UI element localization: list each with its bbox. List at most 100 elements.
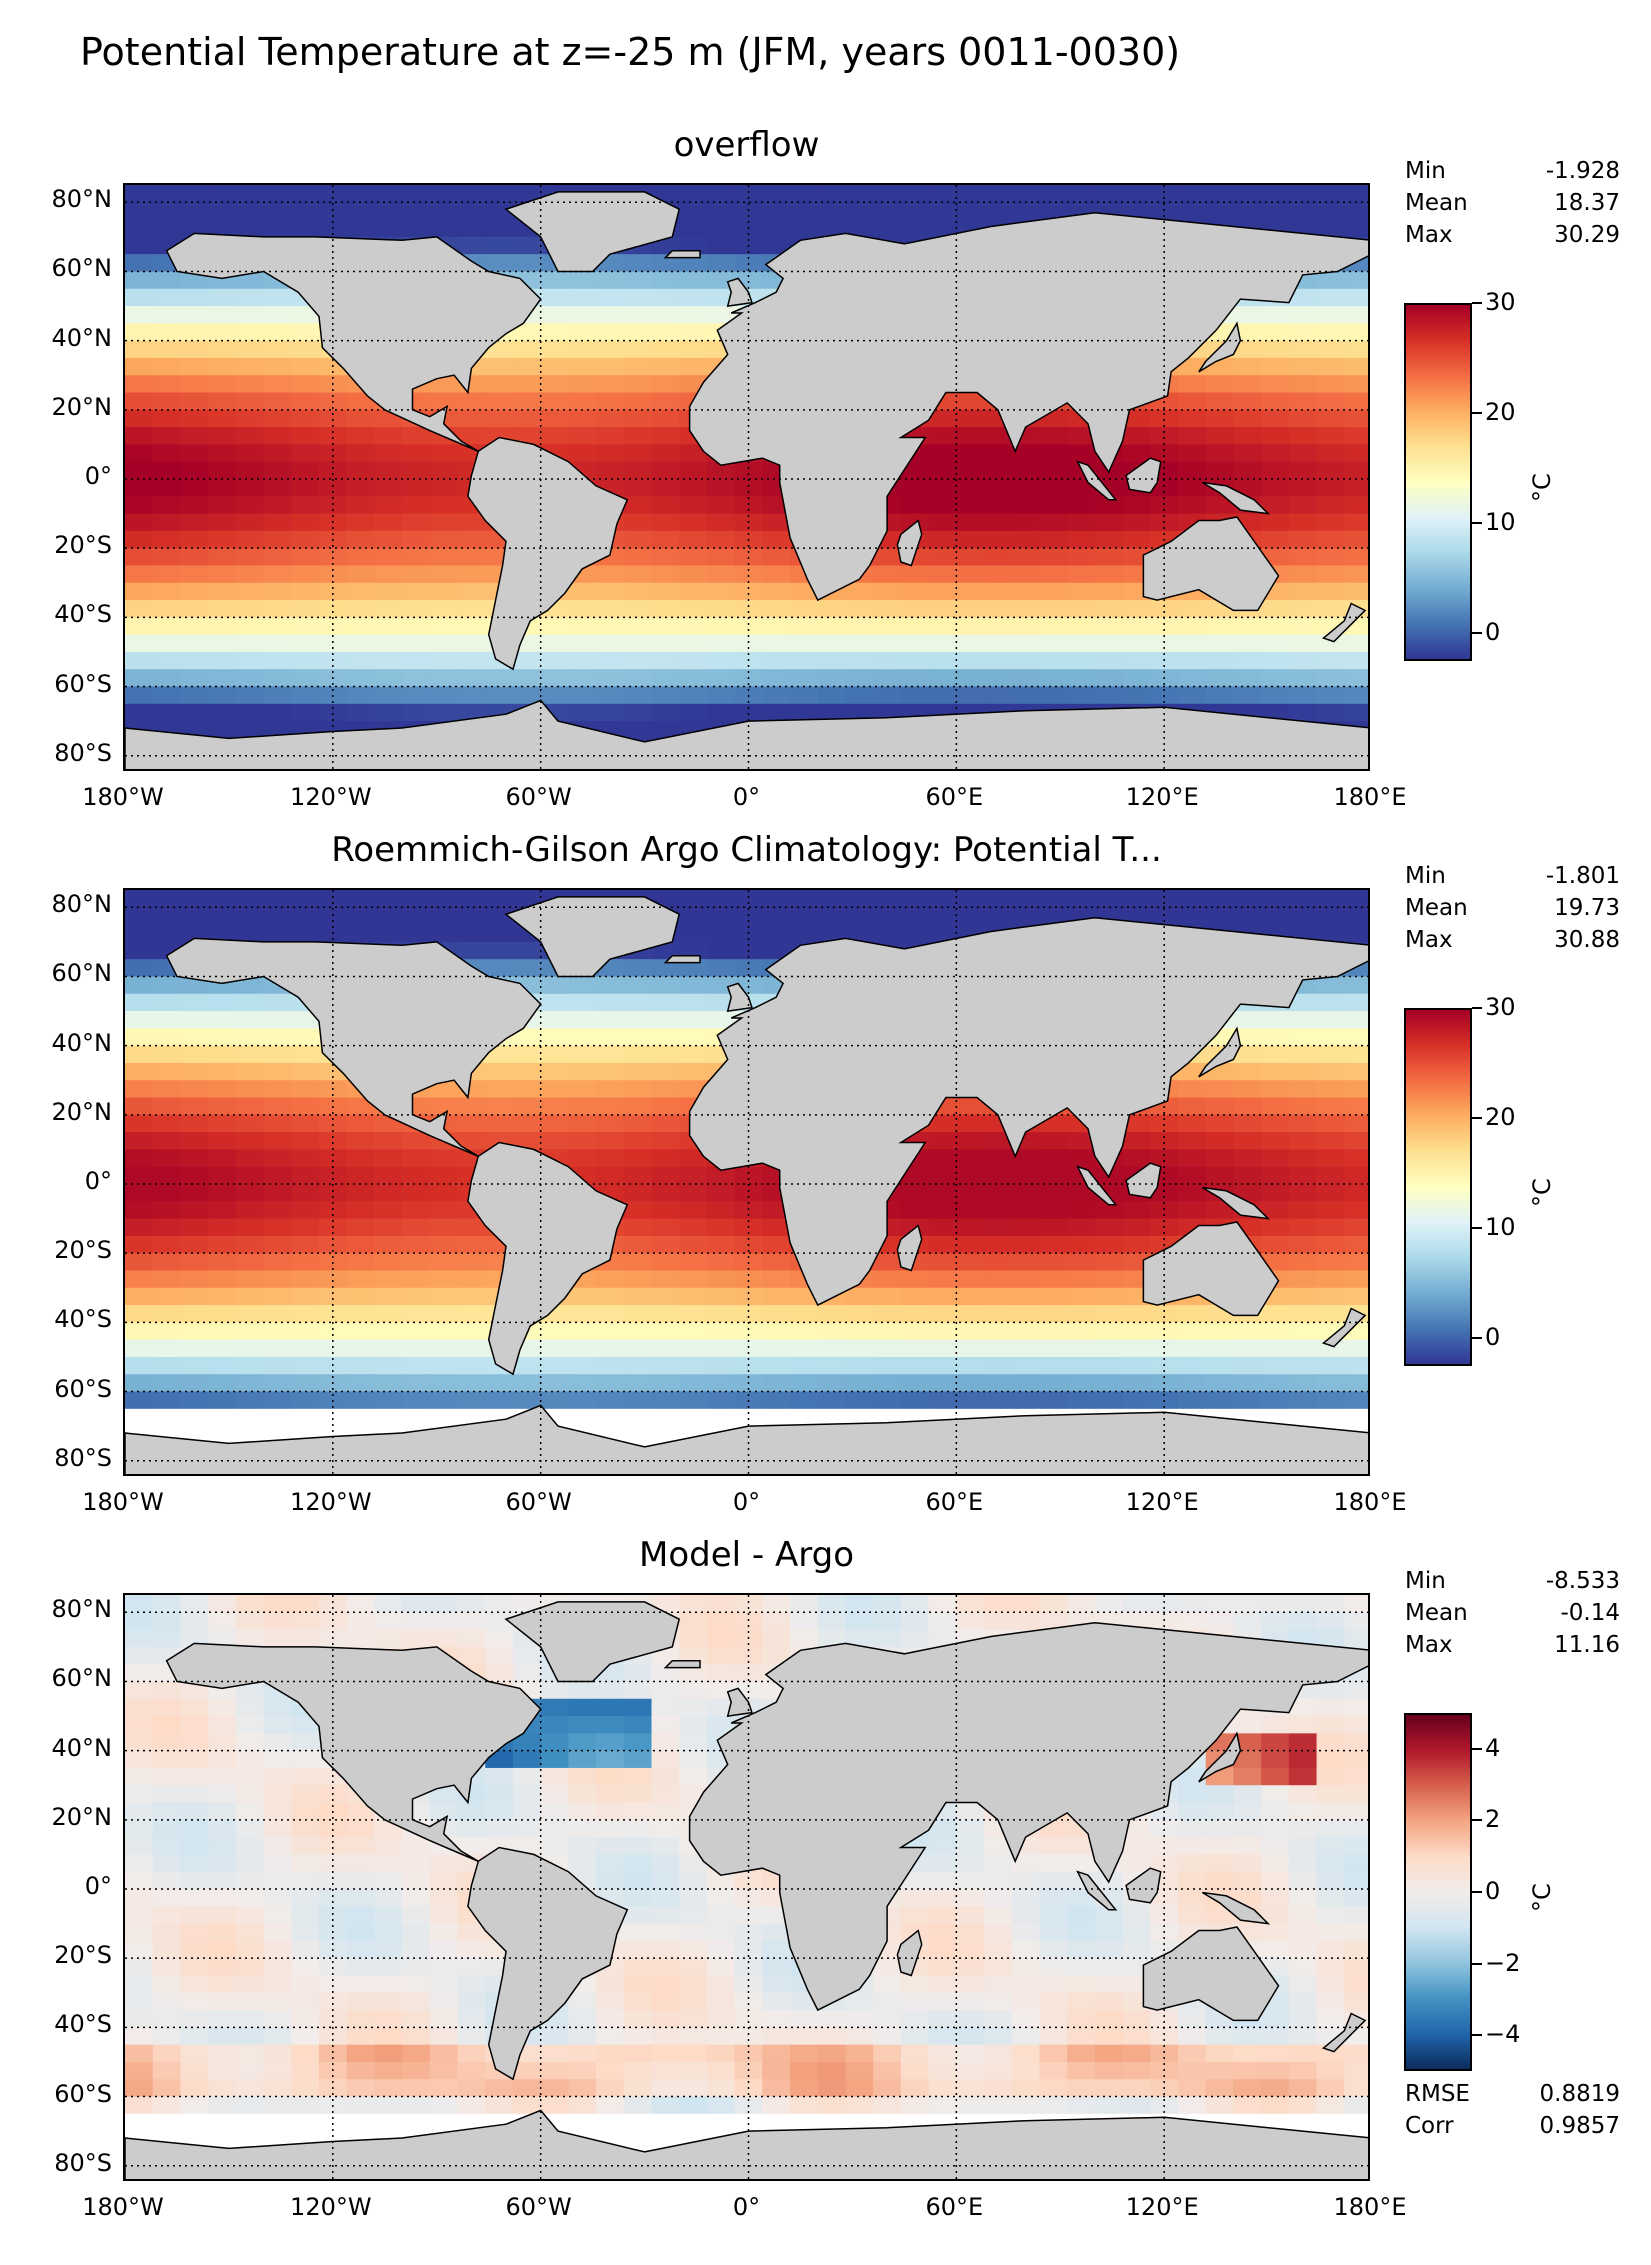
field-cell [291, 392, 320, 411]
field-cell [1150, 890, 1179, 908]
field-cell [706, 669, 736, 688]
field-cell [1233, 2061, 1262, 2080]
field-cell [485, 907, 514, 926]
field-cell [208, 1391, 237, 1410]
field-cell [762, 1958, 791, 1977]
field-cell [596, 409, 625, 428]
field-cell [928, 1322, 957, 1341]
field-cell [402, 2010, 431, 2028]
field-cell [263, 686, 292, 705]
lon-tick-label: 60°E [925, 2193, 984, 2221]
field-cell [180, 1045, 209, 1064]
field-cell [208, 1733, 237, 1752]
field-cell [208, 409, 237, 428]
field-cell [152, 202, 182, 221]
field-cell [429, 1408, 459, 1427]
field-cell [817, 185, 847, 203]
field-cell [928, 2096, 957, 2115]
field-cell [1233, 427, 1262, 446]
field-cell [263, 1149, 292, 1168]
field-cell [734, 2027, 763, 2046]
field-cell [291, 1889, 320, 1907]
field-cell [1344, 2061, 1368, 2080]
field-cell [679, 202, 708, 221]
field-cell [734, 2010, 763, 2028]
panel-title: Model - Argo [639, 1535, 854, 1575]
field-cell [596, 2044, 625, 2063]
field-cell [1039, 634, 1068, 653]
field-cell [346, 1218, 375, 1237]
field-cell [1178, 1889, 1207, 1907]
field-cell [263, 1767, 292, 1786]
field-cell [734, 1992, 763, 2011]
field-cell [1094, 1201, 1124, 1220]
colorbar-tick-mark [1472, 1337, 1482, 1340]
field-cell [1288, 1940, 1318, 1959]
field-cell [790, 185, 819, 203]
field-cell [125, 1716, 154, 1734]
field-cell [623, 1218, 653, 1237]
field-cell [235, 2010, 265, 2028]
field-cell [1205, 1114, 1235, 1133]
field-cell [845, 617, 874, 636]
field-cell [1344, 1218, 1368, 1237]
field-cell [790, 651, 819, 670]
field-cell [1288, 1923, 1318, 1942]
field-cell [512, 409, 542, 428]
field-cell [679, 306, 708, 324]
lat-tick-label: 60°N [51, 1664, 113, 1693]
colorbar-tick-label: −4 [1485, 2020, 1521, 2049]
field-cell [1261, 1374, 1290, 1393]
field-cell [291, 1097, 320, 1116]
field-cell [346, 1253, 375, 1272]
field-cell [429, 1940, 459, 1959]
map-panel [123, 888, 1370, 1476]
field-cell [1288, 513, 1318, 532]
field-cell [706, 959, 736, 978]
field-cell [429, 1629, 459, 1648]
field-cell [790, 634, 819, 653]
field-cell [208, 2027, 237, 2046]
field-cell [845, 1629, 874, 1648]
field-cell [1150, 1612, 1179, 1631]
field-cell [374, 669, 403, 688]
field-cell [1011, 1235, 1041, 1254]
field-cell [1316, 1287, 1345, 1306]
field-cell [956, 1149, 985, 1168]
field-cell [512, 1080, 542, 1099]
field-cell [235, 1132, 265, 1151]
lat-tick-label: 80°N [51, 890, 113, 919]
field-cell [208, 392, 237, 411]
field-cell [1316, 1356, 1345, 1375]
field-cell [457, 1235, 486, 1254]
field-cell [984, 1889, 1013, 1907]
field-cell [402, 548, 431, 567]
field-cell [263, 1940, 292, 1959]
field-cell [429, 600, 459, 618]
field-cell [928, 1906, 957, 1925]
field-cell [1233, 392, 1262, 411]
field-cell [235, 548, 265, 567]
field-cell [706, 890, 736, 908]
field-cell [263, 1391, 292, 1410]
field-cell [1205, 2027, 1235, 2046]
field-cell [845, 2010, 874, 2028]
field-cell [651, 1391, 680, 1410]
field-cell [263, 1356, 292, 1375]
field-cell [457, 1356, 486, 1375]
field-cell [346, 185, 375, 203]
field-cell [623, 2027, 653, 2046]
field-cell [623, 1080, 653, 1099]
field-cell [208, 530, 237, 549]
field-cell [928, 924, 957, 943]
field-cell [1039, 1270, 1068, 1289]
field-cell [1150, 496, 1179, 515]
field-cell [1011, 1374, 1041, 1393]
field-cell [485, 2096, 514, 2115]
field-cell [152, 1339, 182, 1358]
colorbar-tick-label: 30 [1485, 993, 1516, 1021]
field-cell [596, 600, 625, 618]
field-cell [125, 323, 154, 342]
field-cell [346, 427, 375, 446]
field-cell [651, 1011, 680, 1029]
